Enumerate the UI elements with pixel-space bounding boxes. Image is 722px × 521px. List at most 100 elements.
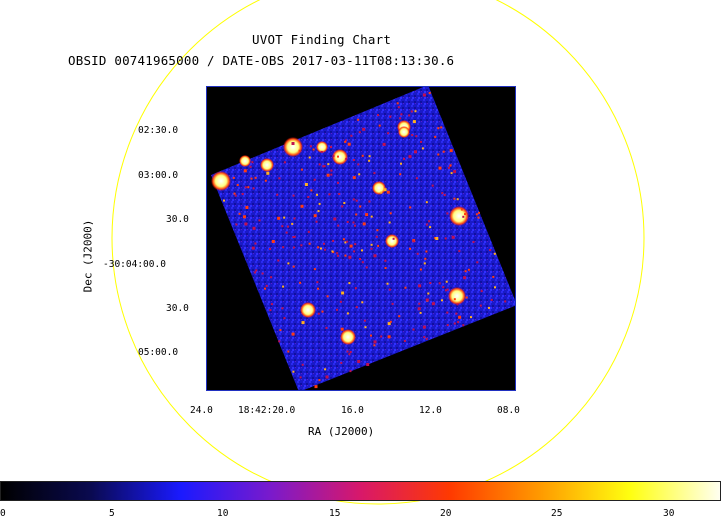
noise-speckle	[332, 239, 335, 242]
noise-speckle	[337, 254, 339, 257]
colorbar-tick-label: 5	[109, 508, 115, 519]
noise-speckle	[458, 250, 461, 253]
noise-speckle	[462, 324, 465, 327]
noise-speckle	[292, 370, 295, 373]
noise-speckle	[287, 350, 290, 353]
noise-speckle	[300, 244, 303, 247]
colorbar-tick-label: 25	[551, 508, 563, 519]
noise-speckle	[412, 328, 415, 331]
noise-speckle	[353, 250, 356, 253]
noise-speckle	[241, 193, 244, 195]
noise-speckle	[317, 210, 320, 213]
noise-speckle	[292, 265, 295, 268]
noise-speckle	[418, 284, 422, 288]
noise-speckle	[258, 219, 261, 222]
noise-speckle	[325, 375, 329, 379]
noise-speckle	[357, 163, 360, 166]
noise-speckle	[368, 200, 371, 203]
noise-speckle	[384, 259, 387, 262]
noise-speckle	[415, 177, 418, 180]
noise-speckle	[403, 157, 405, 160]
noise-speckle	[317, 246, 320, 249]
noise-speckle	[287, 262, 290, 265]
noise-speckle	[278, 340, 281, 343]
noise-speckle	[316, 193, 318, 196]
noise-speckle	[343, 202, 346, 204]
noise-speckle	[375, 235, 378, 238]
noise-speckle	[354, 287, 357, 290]
noise-speckle	[285, 231, 288, 234]
noise-speckle	[252, 187, 255, 190]
noise-speckle	[453, 298, 456, 301]
chart-subtitle: OBSID 00741965000 / DATE-OBS 2017-03-11T…	[68, 53, 455, 68]
noise-speckle	[420, 140, 422, 143]
noise-speckle	[376, 229, 379, 232]
ra-tick-label: 18:42:20.0	[238, 405, 296, 416]
noise-speckle	[488, 306, 490, 309]
noise-speckle	[247, 186, 250, 189]
noise-speckle	[277, 216, 281, 220]
noise-speckle	[238, 212, 241, 215]
noise-speckle	[361, 261, 364, 264]
star-source	[398, 126, 410, 138]
noise-speckle	[301, 321, 305, 325]
ra-tick-label: 16.0	[341, 405, 364, 416]
noise-speckle	[398, 315, 401, 318]
noise-speckle	[265, 284, 268, 287]
finding-chart-image	[206, 86, 516, 391]
noise-speckle	[490, 298, 493, 301]
noise-speckle	[344, 140, 347, 143]
noise-speckle	[358, 173, 361, 176]
noise-speckle	[346, 240, 349, 243]
noise-speckle	[453, 170, 457, 174]
noise-speckle	[282, 285, 285, 288]
noise-speckle	[400, 162, 402, 165]
noise-speckle	[425, 298, 429, 302]
noise-speckle	[472, 241, 475, 243]
noise-speckle	[404, 286, 407, 289]
noise-speckle	[361, 301, 364, 304]
noise-speckle	[308, 242, 311, 245]
noise-speckle	[373, 254, 377, 258]
noise-speckle	[363, 319, 366, 322]
noise-speckle	[340, 327, 344, 331]
noise-speckle	[315, 220, 318, 223]
noise-speckle	[408, 114, 411, 117]
noise-speckle	[387, 335, 391, 339]
noise-speckle	[352, 198, 355, 201]
noise-speckle	[446, 212, 449, 215]
noise-speckle	[409, 247, 412, 250]
noise-speckle	[269, 247, 271, 250]
noise-speckle	[438, 282, 441, 285]
noise-speckle	[425, 201, 428, 204]
noise-speckle	[341, 205, 344, 208]
noise-speckle	[412, 240, 415, 243]
noise-speckle	[355, 199, 358, 202]
star-source	[332, 149, 348, 165]
colorbar-tick-label: 0	[0, 508, 6, 519]
noise-speckle	[437, 127, 440, 130]
noise-speckle	[399, 173, 402, 176]
noise-speckle	[318, 379, 321, 382]
noise-speckle	[337, 181, 339, 184]
noise-speckle	[370, 215, 373, 218]
noise-speckle	[456, 198, 459, 201]
noise-speckle	[349, 370, 352, 373]
noise-speckle	[308, 156, 311, 159]
noise-speckle	[417, 307, 421, 311]
noise-speckle	[348, 255, 352, 259]
noise-speckle	[320, 150, 323, 153]
noise-speckle	[373, 172, 376, 175]
noise-speckle	[449, 149, 453, 153]
colorbar-tick-label: 15	[329, 508, 341, 519]
star-source	[448, 287, 466, 305]
noise-speckle	[378, 124, 381, 127]
noise-speckle	[414, 150, 417, 154]
noise-speckle	[336, 252, 339, 255]
noise-speckle	[292, 236, 295, 238]
noise-speckle	[361, 249, 363, 252]
noise-speckle	[255, 269, 258, 272]
noise-speckle	[465, 296, 468, 299]
noise-speckle	[449, 164, 452, 167]
noise-speckle	[391, 302, 394, 305]
